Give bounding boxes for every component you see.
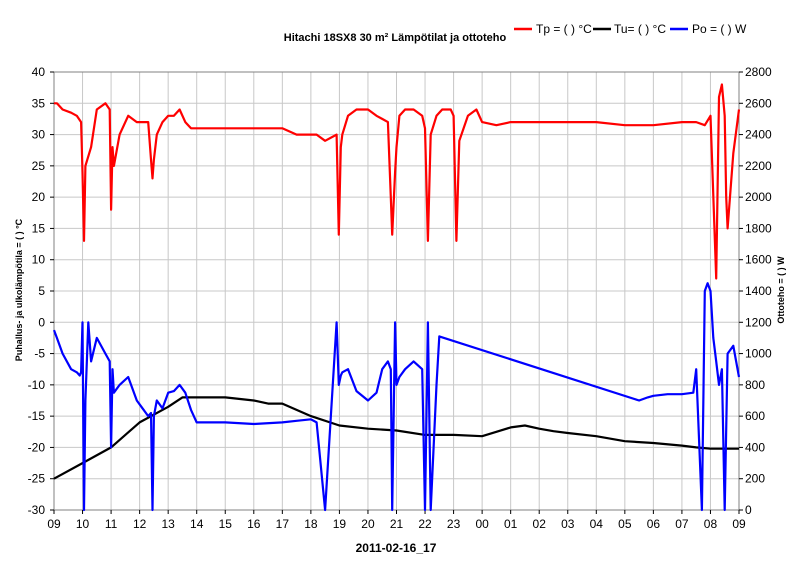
x-axis-ticks: 09 10 11 12 13 14 15 16 17 18 19 20 21 22 23 00 01 02 03 04… — [47, 510, 746, 531]
tick-label-left: 15 — [32, 221, 46, 235]
tick-label-x: 18 — [304, 517, 318, 531]
legend-item-po: Po = ( ) W — [670, 22, 747, 36]
y-axis-right-label: Ottoteho = ( ) W — [776, 256, 786, 324]
tick-label-left: -30 — [28, 503, 46, 517]
tick-label-right: 1000 — [745, 347, 772, 361]
chart-title: Hitachi 18SX8 30 m² Lämpötilat ja ottote… — [284, 32, 507, 44]
tick-label-x: 23 — [447, 517, 461, 531]
tick-label-x: 16 — [247, 517, 261, 531]
tick-label-x: 07 — [675, 517, 689, 531]
tick-label-right: 200 — [745, 472, 765, 486]
tick-label-left: -10 — [28, 378, 46, 392]
tick-label-x: 12 — [133, 517, 147, 531]
tick-label-right: 2600 — [745, 96, 772, 110]
tick-label-right: 2000 — [745, 190, 772, 204]
tick-label-x: 22 — [418, 517, 432, 531]
tick-label-left: -25 — [28, 472, 46, 486]
tick-label-x: 05 — [618, 517, 632, 531]
x-axis-label: 2011-02-16_17 — [356, 541, 437, 555]
legend-label-tu: Tu= ( ) °C — [614, 22, 666, 36]
legend-item-tu: Tu= ( ) °C — [593, 22, 666, 36]
tick-label-x: 09 — [47, 517, 61, 531]
tick-label-x: 01 — [504, 517, 518, 531]
tick-label-x: 02 — [533, 517, 547, 531]
tick-label-x: 09 — [732, 517, 746, 531]
tick-label-x: 04 — [590, 517, 604, 531]
series-line-0 — [54, 83, 741, 280]
tick-label-x: 06 — [647, 517, 661, 531]
tick-label-left: 25 — [32, 159, 46, 173]
tick-label-left: 0 — [38, 315, 45, 329]
tick-label-x: 20 — [361, 517, 375, 531]
tick-label-x: 17 — [276, 517, 290, 531]
tick-label-right: 1800 — [745, 221, 772, 235]
tick-label-right: 1400 — [745, 284, 772, 298]
y-axis-left-label: Puhallus- ja ulkolämpötila = ( ) °C — [14, 218, 24, 361]
left-axis-ticks: -30 -25 -20 -15 -10 -5 0 5 10 15 20 25 30 35 40 — [28, 65, 54, 517]
tick-label-x: 08 — [704, 517, 718, 531]
tick-label-left: 5 — [38, 284, 45, 298]
tick-label-x: 11 — [105, 517, 118, 531]
tick-label-left: 20 — [32, 190, 46, 204]
legend: Tp = ( ) °C Tu= ( ) °C Po = ( ) W — [514, 22, 747, 36]
legend-label-po: Po = ( ) W — [692, 22, 747, 36]
tick-label-right: 1600 — [745, 253, 772, 267]
tick-label-left: -20 — [28, 440, 46, 454]
tick-label-x: 19 — [333, 517, 347, 531]
series-lines — [52, 83, 741, 512]
legend-label-tp: Tp = ( ) °C — [536, 22, 592, 36]
tick-label-left: 10 — [32, 253, 46, 267]
tick-label-right: 2400 — [745, 128, 772, 142]
tick-label-x: 00 — [475, 517, 489, 531]
tick-label-right: 800 — [745, 378, 765, 392]
tick-label-left: -15 — [28, 409, 46, 423]
tick-label-x: 21 — [390, 517, 404, 531]
tick-label-x: 03 — [561, 517, 575, 531]
tick-label-left: 30 — [32, 128, 46, 142]
tick-label-right: 0 — [745, 503, 752, 517]
tick-label-x: 15 — [219, 517, 233, 531]
tick-label-right: 400 — [745, 440, 765, 454]
tick-label-x: 10 — [76, 517, 90, 531]
legend-item-tp: Tp = ( ) °C — [514, 22, 592, 36]
tick-label-right: 1200 — [745, 315, 772, 329]
tick-label-left: -5 — [34, 347, 45, 361]
tick-label-x: 13 — [161, 517, 175, 531]
tick-label-right: 600 — [745, 409, 765, 423]
tick-label-left: 40 — [32, 65, 46, 79]
right-axis-ticks: 0 200 400 600 800 1000 1200 1400 1600 1800 2000 220… — [739, 65, 772, 517]
tick-label-right: 2200 — [745, 159, 772, 173]
series-line-2 — [52, 282, 741, 512]
tick-label-left: 35 — [32, 96, 46, 110]
tick-label-x: 14 — [190, 517, 204, 531]
tick-label-right: 2800 — [745, 65, 772, 79]
series-line-1 — [53, 396, 739, 480]
